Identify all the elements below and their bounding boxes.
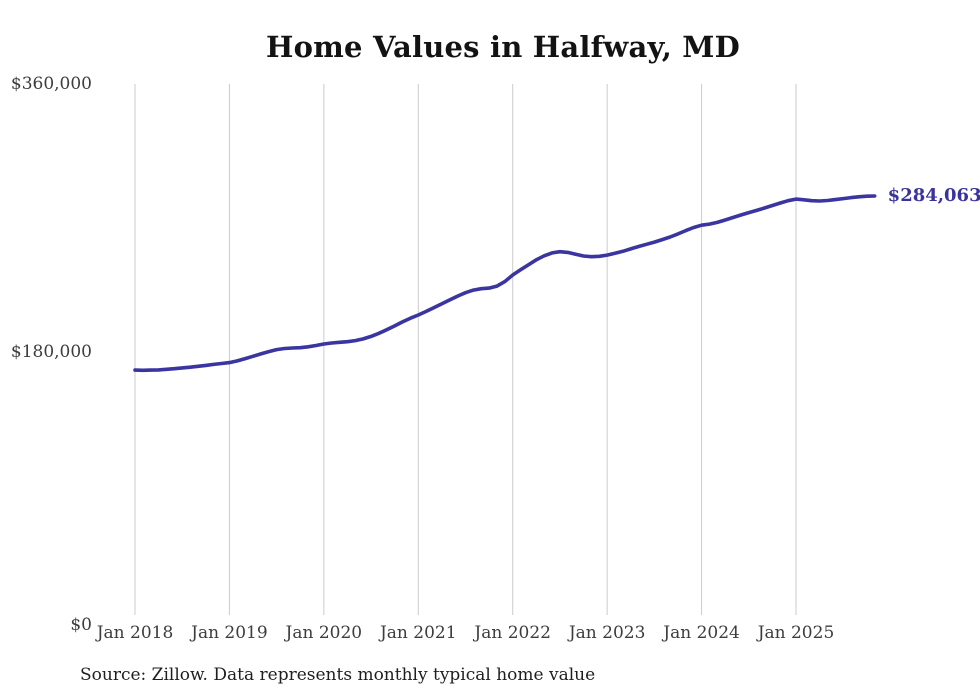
x-axis-tick-label: Jan 2020	[285, 623, 363, 643]
chart-title: Home Values in Halfway, MD	[266, 30, 740, 64]
value-line	[133, 194, 877, 373]
y-axis-tick-label: $0	[70, 615, 92, 635]
x-axis-tick-label: Jan 2025	[757, 623, 835, 643]
x-axis-tick-label: Jan 2021	[379, 623, 457, 643]
x-axis-tick-label: Jan 2018	[96, 623, 174, 643]
y-axis-tick-label: $360,000	[10, 74, 92, 94]
x-axis-tick-label: Jan 2022	[474, 623, 551, 643]
y-axis-tick-label: $180,000	[10, 341, 92, 362]
source-note: Source: Zillow. Data represents monthly …	[80, 665, 596, 685]
current-value-label: $284,063	[887, 185, 980, 206]
x-axis-tick-label: Jan 2023	[568, 623, 646, 643]
x-axis-tick-label: Jan 2024	[663, 623, 740, 643]
x-axis-tick-label: Jan 2019	[191, 623, 268, 643]
